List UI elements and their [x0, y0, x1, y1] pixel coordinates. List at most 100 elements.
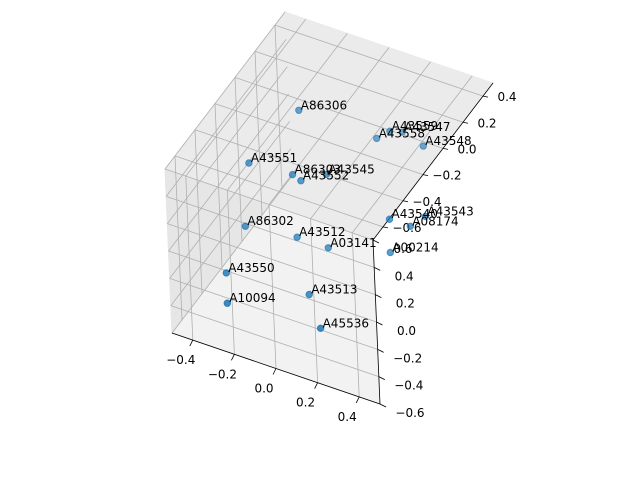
- point-label: A43543: [427, 205, 473, 219]
- z-grid-line: [214, 103, 424, 175]
- point-label: A43550: [228, 261, 274, 275]
- x-tick-label: 0.4: [338, 410, 357, 424]
- y-grid-line: [167, 66, 288, 224]
- point-label: A86306: [301, 98, 347, 112]
- point-label: A43548: [425, 134, 471, 148]
- y-tick-label: 0.0: [397, 324, 416, 338]
- x-tick-mark: [231, 354, 235, 361]
- data-point: [385, 215, 394, 223]
- y-tick-mark: [375, 294, 382, 299]
- z-tick-label: −0.4: [412, 195, 441, 209]
- point-label: A43540: [392, 207, 438, 221]
- z-tick-mark: [402, 200, 409, 203]
- y-tick-mark: [376, 321, 383, 326]
- data-point: [406, 222, 414, 231]
- y-tick-label: 0.2: [396, 297, 415, 311]
- data-point: [419, 142, 427, 150]
- z-grid-line: [194, 129, 203, 294]
- z-grid-line: [274, 25, 283, 190]
- z-grid-line: [194, 129, 404, 202]
- data-point: [293, 233, 301, 241]
- x-tick-mark: [355, 396, 360, 404]
- data-point: [324, 244, 332, 252]
- x-tick-mark: [189, 339, 194, 347]
- data-point: [421, 212, 430, 221]
- y-grid-line: [166, 195, 375, 268]
- y-tick-label: 0.6: [393, 242, 412, 256]
- point-label: A43552: [303, 169, 349, 183]
- axis-lines: [171, 82, 494, 408]
- x-grid-line: [351, 75, 473, 234]
- point-label: A43551: [251, 151, 297, 165]
- z-tick-mark: [442, 148, 449, 150]
- point-label: A43513: [311, 283, 357, 297]
- x-tick-label: −0.4: [166, 353, 195, 367]
- data-point: [386, 127, 394, 135]
- y-tick-mark: [377, 348, 384, 353]
- point-label: A43558: [379, 126, 425, 140]
- y-tick-label: −0.6: [395, 406, 424, 420]
- z-grid-line: [234, 77, 444, 149]
- data-point: [297, 177, 305, 185]
- x-grid-line: [268, 47, 390, 205]
- point-label: A43547: [404, 120, 450, 134]
- point-label: A86302: [247, 214, 293, 228]
- y-grid-line: [169, 121, 290, 279]
- point-label: A43545: [328, 162, 374, 176]
- point-label: A43512: [299, 225, 345, 239]
- z-tick-label: −0.2: [432, 169, 461, 183]
- z-grid-line: [254, 51, 263, 216]
- x-tick-label: 0.2: [296, 396, 315, 410]
- y-grid-line: [169, 277, 378, 350]
- point-label: A10094: [229, 291, 275, 305]
- data-point: [245, 159, 253, 167]
- point-label: A03141: [330, 236, 376, 250]
- data-point: [305, 290, 313, 299]
- z-tick-label: 0.0: [457, 142, 476, 156]
- y-grid-line: [168, 250, 377, 323]
- z-tick-mark: [422, 174, 429, 176]
- y-grid-line: [168, 93, 289, 252]
- data-point: [398, 128, 406, 136]
- z-tick-mark: [382, 226, 389, 229]
- x-grid-line: [310, 61, 431, 219]
- tick-labels: −0.4−0.20.00.20.4 −0.6−0.4−0.20.00.20.40.…: [166, 90, 516, 424]
- z-axis-line: [372, 82, 494, 241]
- y-tick-mark: [372, 239, 380, 244]
- point-label: A00214: [392, 241, 438, 255]
- y-grid-line: [164, 11, 286, 170]
- data-point: [223, 299, 232, 307]
- data-point: [288, 170, 297, 179]
- point-label: A43559: [392, 119, 438, 133]
- data-point: [386, 248, 394, 257]
- y-grid-line: [171, 175, 293, 334]
- y-tick-mark: [373, 266, 381, 271]
- x-tick-mark: [272, 368, 277, 375]
- point-label: A86303: [295, 163, 341, 177]
- data-point: [322, 170, 331, 179]
- y-tick-label: −0.2: [393, 351, 422, 365]
- z-tick-mark: [462, 121, 469, 124]
- y-tick-mark: [378, 376, 386, 381]
- data-point: [373, 134, 381, 143]
- point-label: A45536: [323, 316, 369, 330]
- z-grid-line: [174, 155, 384, 228]
- y-tick-mark: [379, 403, 387, 408]
- y-tick-label: 0.4: [395, 269, 414, 283]
- x-tick-label: −0.2: [208, 367, 237, 381]
- data-point: [222, 269, 231, 277]
- x-grid-line: [185, 18, 307, 177]
- point-label: A08174: [412, 214, 458, 228]
- z-grid-line: [274, 24, 484, 97]
- y-grid-line: [170, 305, 379, 378]
- z-grid-line: [234, 77, 243, 242]
- z-tick-label: 0.2: [477, 116, 496, 130]
- data-point: [241, 222, 250, 230]
- y-grid-line: [170, 148, 292, 306]
- y-grid-line: [167, 223, 376, 296]
- z-grid-line: [254, 50, 464, 123]
- z-grid-line: [214, 103, 223, 268]
- y-grid-line: [164, 168, 374, 241]
- z-tick-mark: [482, 95, 489, 98]
